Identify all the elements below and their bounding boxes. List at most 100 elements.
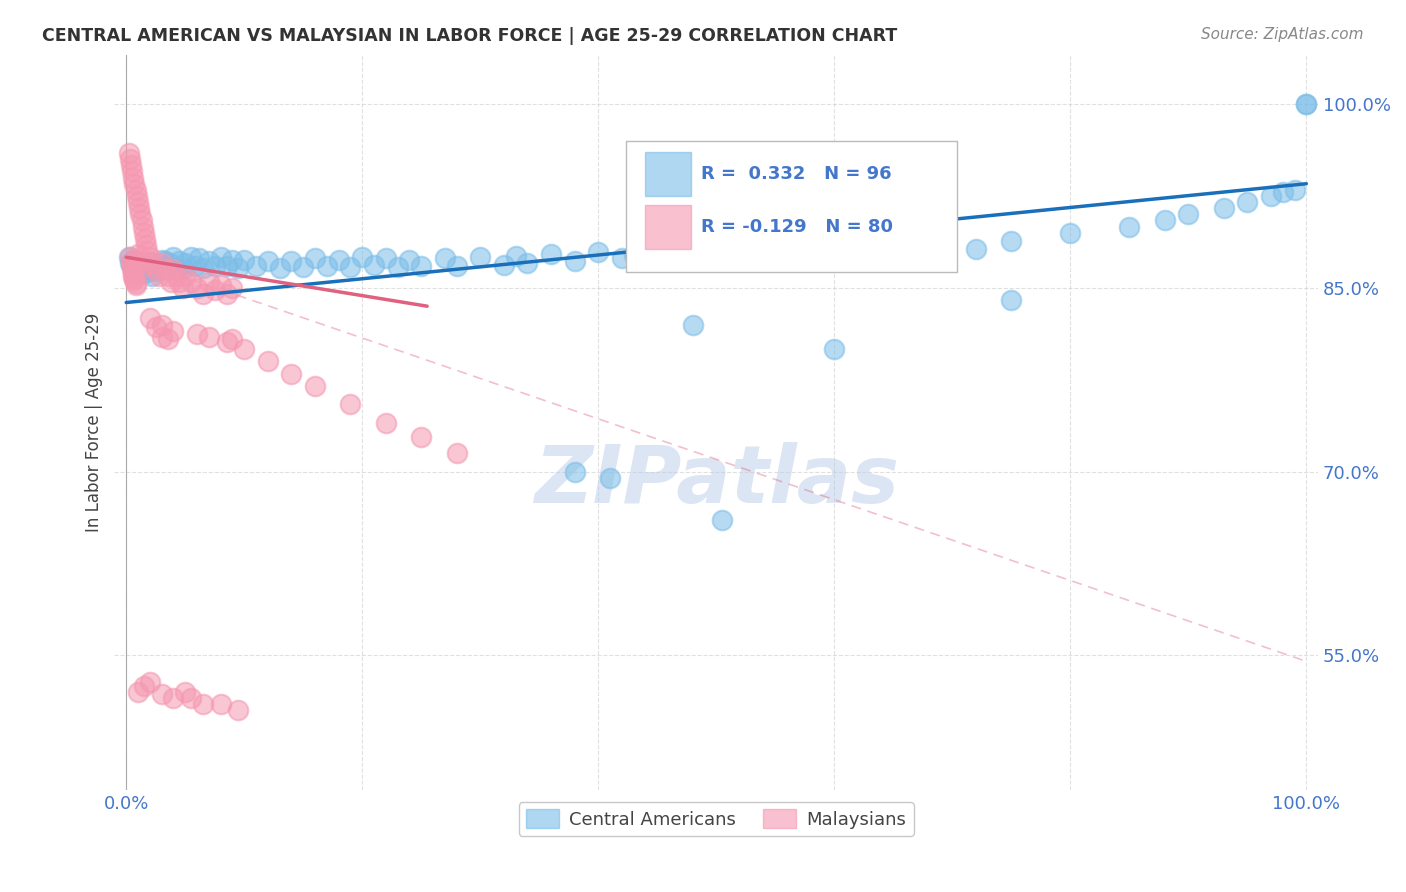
Point <box>125 261 148 276</box>
Legend: Central Americans, Malaysians: Central Americans, Malaysians <box>519 802 914 836</box>
Point <box>174 256 197 270</box>
Point <box>682 318 704 332</box>
Point <box>186 327 208 342</box>
Point <box>610 252 633 266</box>
Point <box>363 258 385 272</box>
Point <box>669 246 692 260</box>
Point <box>1212 201 1234 215</box>
Point <box>180 691 202 706</box>
Point <box>165 261 187 276</box>
Point <box>588 245 610 260</box>
Point <box>146 263 169 277</box>
Point <box>1260 189 1282 203</box>
Point <box>540 246 562 260</box>
Point <box>191 287 214 301</box>
Point <box>139 675 162 690</box>
Point <box>122 268 145 283</box>
Point <box>139 255 162 269</box>
Point <box>1271 186 1294 200</box>
Point <box>120 256 142 270</box>
Point <box>446 259 468 273</box>
Point <box>135 238 157 252</box>
Point <box>156 268 179 283</box>
Point <box>153 253 176 268</box>
Point <box>191 261 214 276</box>
Point <box>269 261 291 276</box>
Point <box>221 281 243 295</box>
Point <box>374 416 396 430</box>
Point <box>787 242 810 256</box>
Point <box>139 250 162 264</box>
Point <box>209 278 232 293</box>
Point <box>198 330 221 344</box>
Point <box>124 255 146 269</box>
Point <box>374 252 396 266</box>
Point <box>1295 97 1317 112</box>
Point <box>728 244 751 258</box>
Point <box>127 256 149 270</box>
Point <box>704 250 727 264</box>
Point <box>159 256 181 270</box>
Point <box>127 195 149 210</box>
Point <box>215 334 238 349</box>
Point <box>148 268 170 283</box>
Point <box>339 397 361 411</box>
Point <box>304 252 326 266</box>
Point <box>1177 207 1199 221</box>
Point <box>162 324 184 338</box>
Point <box>174 268 197 283</box>
Point <box>141 268 163 283</box>
Point <box>134 232 156 246</box>
Point <box>117 146 139 161</box>
Point <box>172 281 194 295</box>
Point <box>215 287 238 301</box>
Point <box>145 262 167 277</box>
Point <box>152 260 174 274</box>
Point <box>165 268 187 283</box>
Point <box>131 261 153 276</box>
Point <box>228 261 250 276</box>
Point <box>169 275 191 289</box>
Point <box>280 367 302 381</box>
Point <box>516 256 538 270</box>
Point <box>122 170 145 185</box>
Point <box>131 262 153 277</box>
Point <box>433 252 456 266</box>
Point <box>120 158 142 172</box>
Point <box>132 226 155 240</box>
Point <box>256 253 278 268</box>
Point <box>127 685 149 699</box>
Point <box>129 256 152 270</box>
Point <box>711 514 734 528</box>
Point <box>1284 183 1306 197</box>
FancyBboxPatch shape <box>645 205 690 249</box>
Point <box>160 275 183 289</box>
Text: Source: ZipAtlas.com: Source: ZipAtlas.com <box>1201 27 1364 42</box>
Point <box>139 262 162 277</box>
Point <box>135 259 157 273</box>
Point <box>150 687 173 701</box>
Point <box>1118 219 1140 234</box>
Point <box>1153 213 1175 227</box>
Point <box>117 250 139 264</box>
Point <box>162 250 184 264</box>
Point <box>129 258 152 272</box>
Point <box>280 253 302 268</box>
FancyBboxPatch shape <box>645 153 690 196</box>
Point <box>823 342 845 356</box>
Point <box>1295 97 1317 112</box>
Point <box>1236 195 1258 210</box>
Point <box>122 252 145 267</box>
Point <box>118 256 141 270</box>
Point <box>128 201 150 215</box>
Point <box>121 262 143 277</box>
Point <box>256 354 278 368</box>
Point <box>215 259 238 273</box>
Point <box>965 242 987 256</box>
Point <box>124 262 146 277</box>
Point <box>132 256 155 270</box>
FancyBboxPatch shape <box>626 141 957 272</box>
Text: R =  0.332   N = 96: R = 0.332 N = 96 <box>700 165 891 183</box>
Point <box>221 252 243 267</box>
Point <box>118 153 141 167</box>
